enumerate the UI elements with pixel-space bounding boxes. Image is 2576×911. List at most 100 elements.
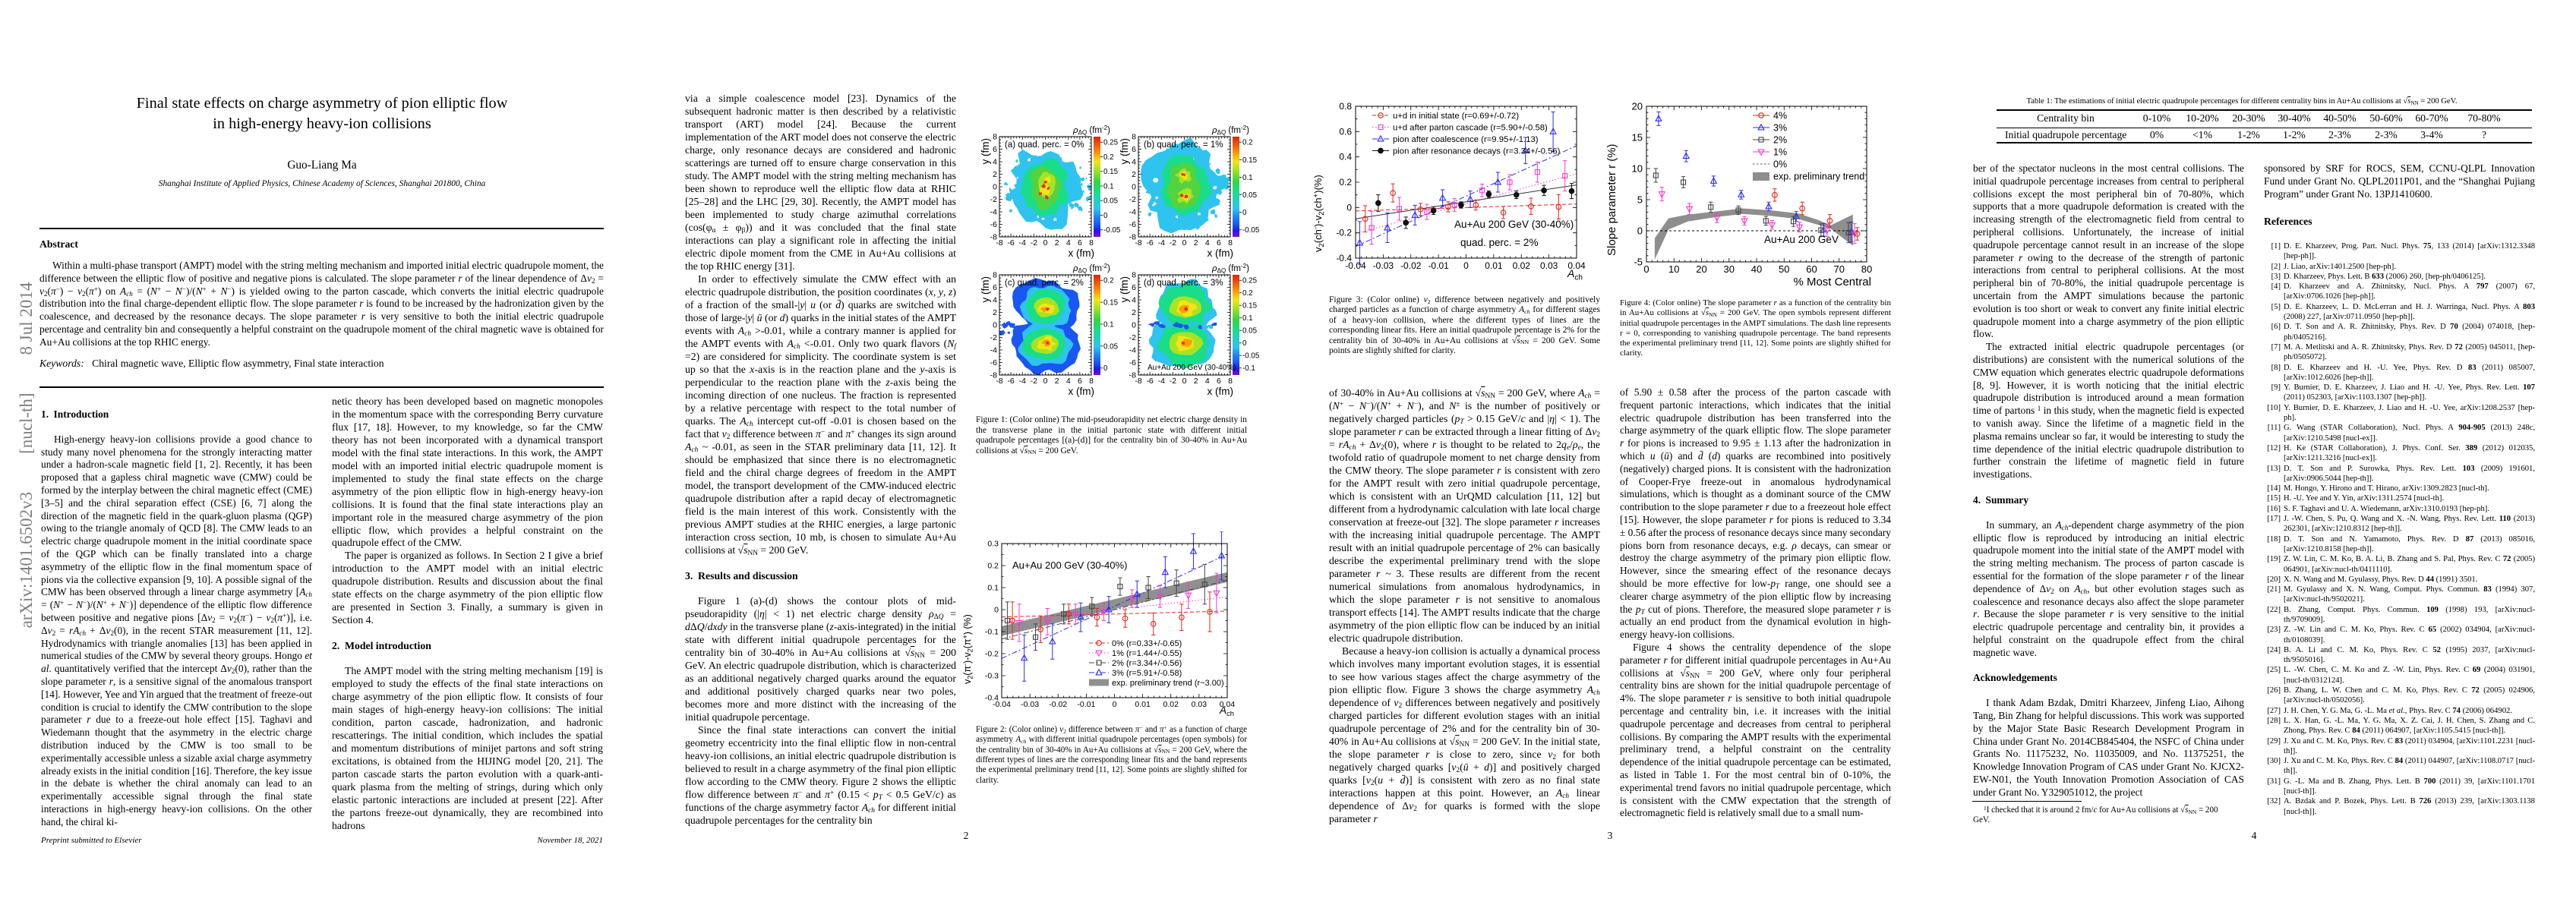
svg-text:exp. preliminary trend: exp. preliminary trend: [1773, 172, 1864, 182]
svg-text:2: 2: [1194, 238, 1198, 247]
svg-text:-2: -2: [1031, 238, 1037, 247]
svg-text:8: 8: [993, 133, 997, 142]
svg-text:0.04: 0.04: [1567, 260, 1586, 271]
svg-text:0: 0: [1043, 377, 1048, 386]
svg-text:Ach: Ach: [1567, 267, 1583, 282]
svg-text:x (fm): x (fm): [1208, 247, 1234, 259]
svg-text:0.2: 0.2: [1242, 289, 1253, 298]
svg-text:0.05: 0.05: [1242, 191, 1258, 200]
svg-text:0: 0: [1113, 700, 1117, 709]
svg-text:-0.02: -0.02: [1049, 700, 1067, 709]
svg-text:-2: -2: [1170, 238, 1176, 247]
svg-text:Au+Au 200 GeV (30-40%): Au+Au 200 GeV (30-40%): [1148, 364, 1236, 372]
svg-text:0.15: 0.15: [1103, 299, 1119, 307]
svg-text:-0.1: -0.1: [1242, 364, 1255, 373]
svg-text:2: 2: [1055, 238, 1059, 247]
svg-text:Slope parameter r (%): Slope parameter r (%): [1605, 143, 1618, 256]
svg-text:-0.4: -0.4: [985, 694, 999, 703]
svg-text:0.02: 0.02: [1163, 700, 1179, 709]
svg-text:-0.05: -0.05: [1103, 226, 1121, 235]
svg-text:y (fm): y (fm): [1119, 276, 1130, 303]
svg-text:(b) quad. perc. = 1%: (b) quad. perc. = 1%: [1144, 140, 1223, 150]
svg-text:0.03: 0.03: [1192, 700, 1208, 709]
svg-text:-8: -8: [990, 233, 997, 242]
svg-text:ρΔQ (fm-2): ρΔQ (fm-2): [1072, 125, 1110, 136]
svg-text:4: 4: [993, 158, 997, 167]
svg-text:0: 0: [1043, 238, 1048, 247]
svg-text:Au+Au 200 GeV (30-40%): Au+Au 200 GeV (30-40%): [1454, 219, 1574, 230]
svg-text:20: 20: [1632, 101, 1643, 112]
svg-text:-2: -2: [1129, 333, 1136, 342]
svg-text:y (fm): y (fm): [1119, 138, 1130, 165]
svg-text:Ach: Ach: [1219, 705, 1234, 718]
svg-text:x (fm): x (fm): [1069, 386, 1095, 397]
svg-text:Au+Au 200 GeV (30-40%): Au+Au 200 GeV (30-40%): [1012, 560, 1127, 571]
svg-text:0: 0: [1242, 209, 1247, 217]
svg-text:5: 5: [1637, 194, 1643, 206]
svg-text:6: 6: [1217, 238, 1221, 247]
svg-text:-4: -4: [1129, 208, 1136, 217]
svg-text:-6: -6: [990, 220, 997, 229]
svg-text:-2: -2: [1129, 195, 1136, 204]
svg-text:y (fm): y (fm): [980, 138, 991, 165]
svg-text:0: 0: [1103, 364, 1108, 373]
svg-text:-0.01: -0.01: [1428, 260, 1449, 271]
svg-text:% Most Central: % Most Central: [1793, 276, 1871, 288]
svg-text:0.15: 0.15: [1103, 168, 1119, 176]
svg-text:0.04: 0.04: [1220, 700, 1236, 709]
svg-text:8: 8: [1228, 377, 1233, 386]
svg-text:-6: -6: [1146, 377, 1153, 386]
svg-text:y (fm): y (fm): [980, 276, 991, 303]
svg-text:-0.04: -0.04: [993, 700, 1011, 709]
svg-text:-2: -2: [990, 195, 997, 204]
svg-text:v2(ch-)-v2(ch+)(%): v2(ch-)-v2(ch+)(%): [1312, 175, 1327, 252]
svg-text:pion after coalescence (r=9.95: pion after coalescence (r=9.95+/-1.13): [1393, 135, 1539, 144]
svg-text:80: 80: [1861, 263, 1872, 275]
svg-text:8: 8: [1132, 271, 1136, 280]
svg-text:8: 8: [1089, 238, 1094, 247]
svg-text:8: 8: [1132, 133, 1136, 142]
svg-text:0: 0: [1643, 263, 1649, 275]
svg-text:6: 6: [1217, 377, 1221, 386]
svg-text:0.1: 0.1: [987, 584, 999, 593]
svg-text:10: 10: [1668, 263, 1679, 275]
svg-text:0.15: 0.15: [1242, 156, 1258, 165]
svg-text:1% (r=1.44+/-0.55): 1% (r=1.44+/-0.55): [1112, 649, 1182, 658]
svg-text:Au+Au 200 GeV: Au+Au 200 GeV: [1764, 234, 1839, 245]
svg-text:20: 20: [1696, 263, 1706, 275]
svg-text:-6: -6: [1146, 238, 1153, 247]
svg-text:-8: -8: [1129, 371, 1136, 380]
svg-text:u+d after parton cascade (r=5.: u+d after parton cascade (r=5.90+/-0.58): [1393, 124, 1548, 133]
svg-text:0.2: 0.2: [1242, 139, 1253, 147]
svg-text:-0.01: -0.01: [1077, 700, 1095, 709]
svg-text:4: 4: [993, 296, 997, 305]
svg-text:0.15: 0.15: [1242, 302, 1258, 310]
svg-text:8: 8: [1228, 238, 1233, 247]
svg-text:0: 0: [1182, 377, 1187, 386]
svg-text:-6: -6: [1007, 377, 1014, 386]
svg-text:0.01: 0.01: [1485, 260, 1503, 271]
svg-text:-4: -4: [1129, 346, 1136, 355]
svg-text:quad. perc. = 2%: quad. perc. = 2%: [1460, 237, 1538, 248]
svg-text:ρΔQ (fm-2): ρΔQ (fm-2): [1072, 263, 1110, 274]
svg-text:10: 10: [1632, 163, 1643, 175]
svg-text:4: 4: [1205, 238, 1210, 247]
svg-text:0.6: 0.6: [1339, 126, 1352, 137]
svg-text:6: 6: [1132, 145, 1136, 154]
svg-text:0.1: 0.1: [1103, 182, 1114, 191]
svg-text:-8: -8: [1135, 377, 1141, 386]
svg-text:-4: -4: [990, 346, 997, 355]
svg-text:2: 2: [1132, 308, 1136, 317]
svg-text:0.3: 0.3: [987, 540, 999, 549]
svg-text:(a) quad. perc. = 0%: (a) quad. perc. = 0%: [1005, 140, 1084, 150]
svg-text:0.2: 0.2: [1103, 153, 1114, 162]
svg-text:40: 40: [1751, 263, 1762, 275]
svg-text:-8: -8: [1129, 233, 1136, 242]
svg-text:-5: -5: [1634, 257, 1643, 268]
svg-text:-4: -4: [1158, 377, 1165, 386]
svg-text:-8: -8: [1135, 238, 1141, 247]
svg-text:15: 15: [1632, 132, 1643, 143]
svg-text:4%: 4%: [1773, 111, 1787, 121]
svg-text:4: 4: [1132, 296, 1136, 305]
svg-text:4: 4: [1132, 158, 1136, 167]
